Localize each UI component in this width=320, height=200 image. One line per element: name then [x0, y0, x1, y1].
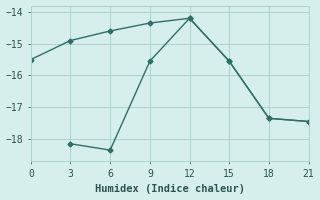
X-axis label: Humidex (Indice chaleur): Humidex (Indice chaleur) [95, 184, 245, 194]
